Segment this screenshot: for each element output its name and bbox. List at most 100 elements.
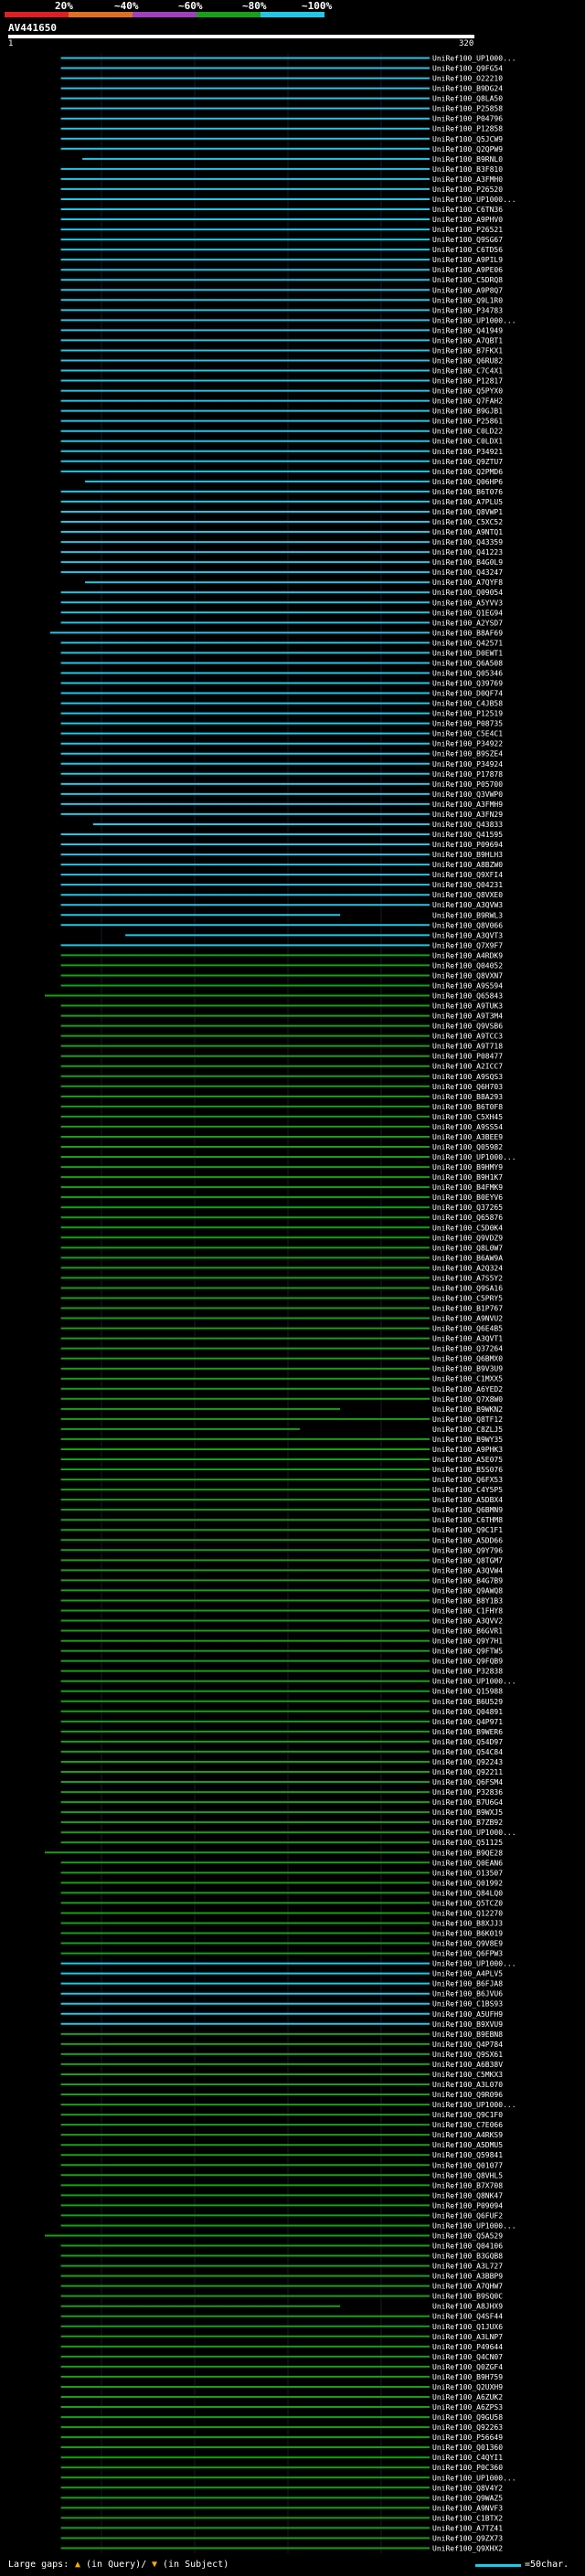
hit-label[interactable]: UniRef100_B5S076 bbox=[432, 1466, 503, 1474]
hit-label[interactable]: UniRef100_UP1000... bbox=[432, 2101, 516, 2109]
hit-label[interactable]: UniRef100_C5E4C1 bbox=[432, 730, 503, 738]
hit-label[interactable]: UniRef100_Q9WAZ5 bbox=[432, 2494, 503, 2502]
hit-label[interactable]: UniRef100_B8XJJ3 bbox=[432, 1919, 503, 1927]
hit-label[interactable]: UniRef100_A2YSD7 bbox=[432, 619, 503, 627]
hit-label[interactable]: UniRef100_B9DG24 bbox=[432, 85, 503, 93]
hit-label[interactable]: UniRef100_Q8VXN7 bbox=[432, 971, 503, 980]
hit-label[interactable]: UniRef100_Q6FSM4 bbox=[432, 1778, 503, 1786]
hit-label[interactable]: UniRef100_Q43359 bbox=[432, 538, 503, 546]
hit-label[interactable]: UniRef100_B4FMK9 bbox=[432, 1183, 503, 1192]
hit-label[interactable]: UniRef100_Q5PYX0 bbox=[432, 387, 503, 396]
hit-label[interactable]: UniRef100_C5XC52 bbox=[432, 518, 503, 526]
hit-label[interactable]: UniRef100_P26521 bbox=[432, 226, 503, 234]
hit-label[interactable]: UniRef100_Q6FPW3 bbox=[432, 1950, 503, 1958]
hit-label[interactable]: UniRef100_B7ZB92 bbox=[432, 1818, 503, 1827]
hit-label[interactable]: UniRef100_Q54D97 bbox=[432, 1738, 503, 1746]
hit-label[interactable]: UniRef100_Q4P784 bbox=[432, 2041, 503, 2049]
hit-label[interactable]: UniRef100_Q1EG94 bbox=[432, 609, 503, 617]
hit-label[interactable]: UniRef100_P25858 bbox=[432, 105, 503, 113]
hit-label[interactable]: UniRef100_B6T076 bbox=[432, 488, 503, 496]
hit-label[interactable]: UniRef100_Q6A508 bbox=[432, 659, 503, 667]
hit-label[interactable]: UniRef100_C5PRY5 bbox=[432, 1294, 503, 1302]
hit-label[interactable]: UniRef100_P32838 bbox=[432, 1668, 503, 1676]
hit-label[interactable]: UniRef100_UP1000... bbox=[432, 1829, 516, 1837]
hit-label[interactable]: UniRef100_B9GJB1 bbox=[432, 408, 503, 416]
hit-label[interactable]: UniRef100_Q9Y7H1 bbox=[432, 1638, 503, 1646]
hit-label[interactable]: UniRef100_P17878 bbox=[432, 770, 503, 779]
hit-label[interactable]: UniRef100_Q5A529 bbox=[432, 2231, 503, 2240]
hit-label[interactable]: UniRef100_B6K019 bbox=[432, 1930, 503, 1938]
hit-label[interactable]: UniRef100_P56649 bbox=[432, 2433, 503, 2442]
hit-label[interactable]: UniRef100_Q8VXE0 bbox=[432, 891, 503, 899]
hit-label[interactable]: UniRef100_Q0EAN6 bbox=[432, 1859, 503, 1867]
hit-label[interactable]: UniRef100_A9PHK3 bbox=[432, 1446, 503, 1454]
hit-label[interactable]: UniRef100_Q8LA50 bbox=[432, 95, 503, 103]
hit-label[interactable]: UniRef100_Q42571 bbox=[432, 639, 503, 647]
hit-label[interactable]: UniRef100_A9TCC3 bbox=[432, 1033, 503, 1041]
hit-label[interactable]: UniRef100_A4RKS9 bbox=[432, 2131, 503, 2139]
hit-label[interactable]: UniRef100_P05700 bbox=[432, 780, 503, 789]
hit-label[interactable]: UniRef100_C5XH45 bbox=[432, 1113, 503, 1121]
hit-label[interactable]: UniRef100_Q43247 bbox=[432, 568, 503, 577]
hit-label[interactable]: UniRef100_B4G0L9 bbox=[432, 558, 503, 567]
hit-label[interactable]: UniRef100_A3L070 bbox=[432, 2081, 503, 2089]
hit-label[interactable]: UniRef100_B9RNL0 bbox=[432, 155, 503, 164]
hit-label[interactable]: UniRef100_Q6BMX0 bbox=[432, 1355, 503, 1363]
hit-label[interactable]: UniRef100_A9PE06 bbox=[432, 266, 503, 274]
hit-label[interactable]: UniRef100_P12858 bbox=[432, 125, 503, 133]
hit-label[interactable]: UniRef100_A8BZW0 bbox=[432, 861, 503, 869]
hit-label[interactable]: UniRef100_Q05982 bbox=[432, 1143, 503, 1151]
hit-label[interactable]: UniRef100_Q8VWP1 bbox=[432, 508, 503, 516]
hit-label[interactable]: UniRef100_C1MXX5 bbox=[432, 1375, 503, 1383]
hit-label[interactable]: UniRef100_P25861 bbox=[432, 418, 503, 426]
hit-label[interactable]: UniRef100_C0LD22 bbox=[432, 428, 503, 436]
hit-label[interactable]: UniRef100_B6U529 bbox=[432, 1698, 503, 1706]
hit-label[interactable]: UniRef100_B3F810 bbox=[432, 165, 503, 174]
hit-label[interactable]: UniRef100_Q9ZTU7 bbox=[432, 458, 503, 466]
hit-label[interactable]: UniRef100_A3BBP9 bbox=[432, 2273, 503, 2281]
hit-label[interactable]: UniRef100_Q6FX53 bbox=[432, 1476, 503, 1484]
hit-label[interactable]: UniRef100_A3L727 bbox=[432, 2263, 503, 2271]
hit-label[interactable]: UniRef100_B9WY35 bbox=[432, 1436, 503, 1444]
hit-label[interactable]: UniRef100_P32836 bbox=[432, 1788, 503, 1797]
hit-label[interactable]: UniRef100_Q6BMN9 bbox=[432, 1506, 503, 1514]
hit-label[interactable]: UniRef100_Q92263 bbox=[432, 2423, 503, 2432]
hit-label[interactable]: UniRef100_Q04052 bbox=[432, 961, 503, 970]
hit-label[interactable]: UniRef100_Q37264 bbox=[432, 1345, 503, 1353]
hit-label[interactable]: UniRef100_C4JB58 bbox=[432, 700, 503, 708]
hit-label[interactable]: UniRef100_C5D0K4 bbox=[432, 1224, 503, 1232]
hit-label[interactable]: UniRef100_Q15988 bbox=[432, 1688, 503, 1696]
hit-label[interactable]: UniRef100_B6GVR1 bbox=[432, 1627, 503, 1636]
hit-label[interactable]: UniRef100_Q7X9F7 bbox=[432, 941, 503, 949]
hit-label[interactable]: UniRef100_C1BS93 bbox=[432, 2000, 503, 2009]
hit-label[interactable]: UniRef100_O22210 bbox=[432, 75, 503, 83]
hit-label[interactable]: UniRef100_Q9C1F0 bbox=[432, 2111, 503, 2119]
hit-label[interactable]: UniRef100_D0QF74 bbox=[432, 690, 503, 698]
hit-label[interactable]: UniRef100_B9WXJ5 bbox=[432, 1808, 503, 1817]
hit-label[interactable]: UniRef100_A3BEE9 bbox=[432, 1133, 503, 1141]
hit-label[interactable]: UniRef100_B8AF69 bbox=[432, 629, 503, 637]
hit-label[interactable]: UniRef100_Q9L1R0 bbox=[432, 296, 503, 304]
hit-label[interactable]: UniRef100_P49644 bbox=[432, 2343, 503, 2351]
hit-label[interactable]: UniRef100_B9H1K7 bbox=[432, 1173, 503, 1182]
hit-label[interactable]: UniRef100_A9PHV0 bbox=[432, 216, 503, 224]
hit-label[interactable]: UniRef100_Q8TF12 bbox=[432, 1415, 503, 1424]
hit-label[interactable]: UniRef100_A9P8Q7 bbox=[432, 286, 503, 294]
hit-label[interactable]: UniRef100_Q01077 bbox=[432, 2161, 503, 2169]
hit-label[interactable]: UniRef100_A3LNP7 bbox=[432, 2333, 503, 2341]
hit-label[interactable]: UniRef100_Q4CN07 bbox=[432, 2353, 503, 2361]
hit-label[interactable]: UniRef100_A9NVF3 bbox=[432, 2504, 503, 2512]
hit-label[interactable]: UniRef100_Q05346 bbox=[432, 669, 503, 677]
hit-label[interactable]: UniRef100_A3QVW4 bbox=[432, 1566, 503, 1574]
hit-label[interactable]: UniRef100_A7QHW7 bbox=[432, 2283, 503, 2291]
hit-label[interactable]: UniRef100_P04796 bbox=[432, 115, 503, 123]
hit-label[interactable]: UniRef100_Q6E4B5 bbox=[432, 1325, 503, 1333]
hit-label[interactable]: UniRef100_Q5TCZ0 bbox=[432, 1899, 503, 1907]
hit-label[interactable]: UniRef100_A5DBX4 bbox=[432, 1496, 503, 1504]
hit-label[interactable]: UniRef100_B1P767 bbox=[432, 1305, 503, 1313]
hit-label[interactable]: UniRef100_A6B38V bbox=[432, 2061, 503, 2069]
hit-label[interactable]: UniRef100_B9WER6 bbox=[432, 1728, 503, 1736]
hit-label[interactable]: UniRef100_Q01992 bbox=[432, 1879, 503, 1887]
hit-label[interactable]: UniRef100_B4G7B9 bbox=[432, 1576, 503, 1585]
hit-label[interactable]: UniRef100_C4QYI1 bbox=[432, 2454, 503, 2462]
